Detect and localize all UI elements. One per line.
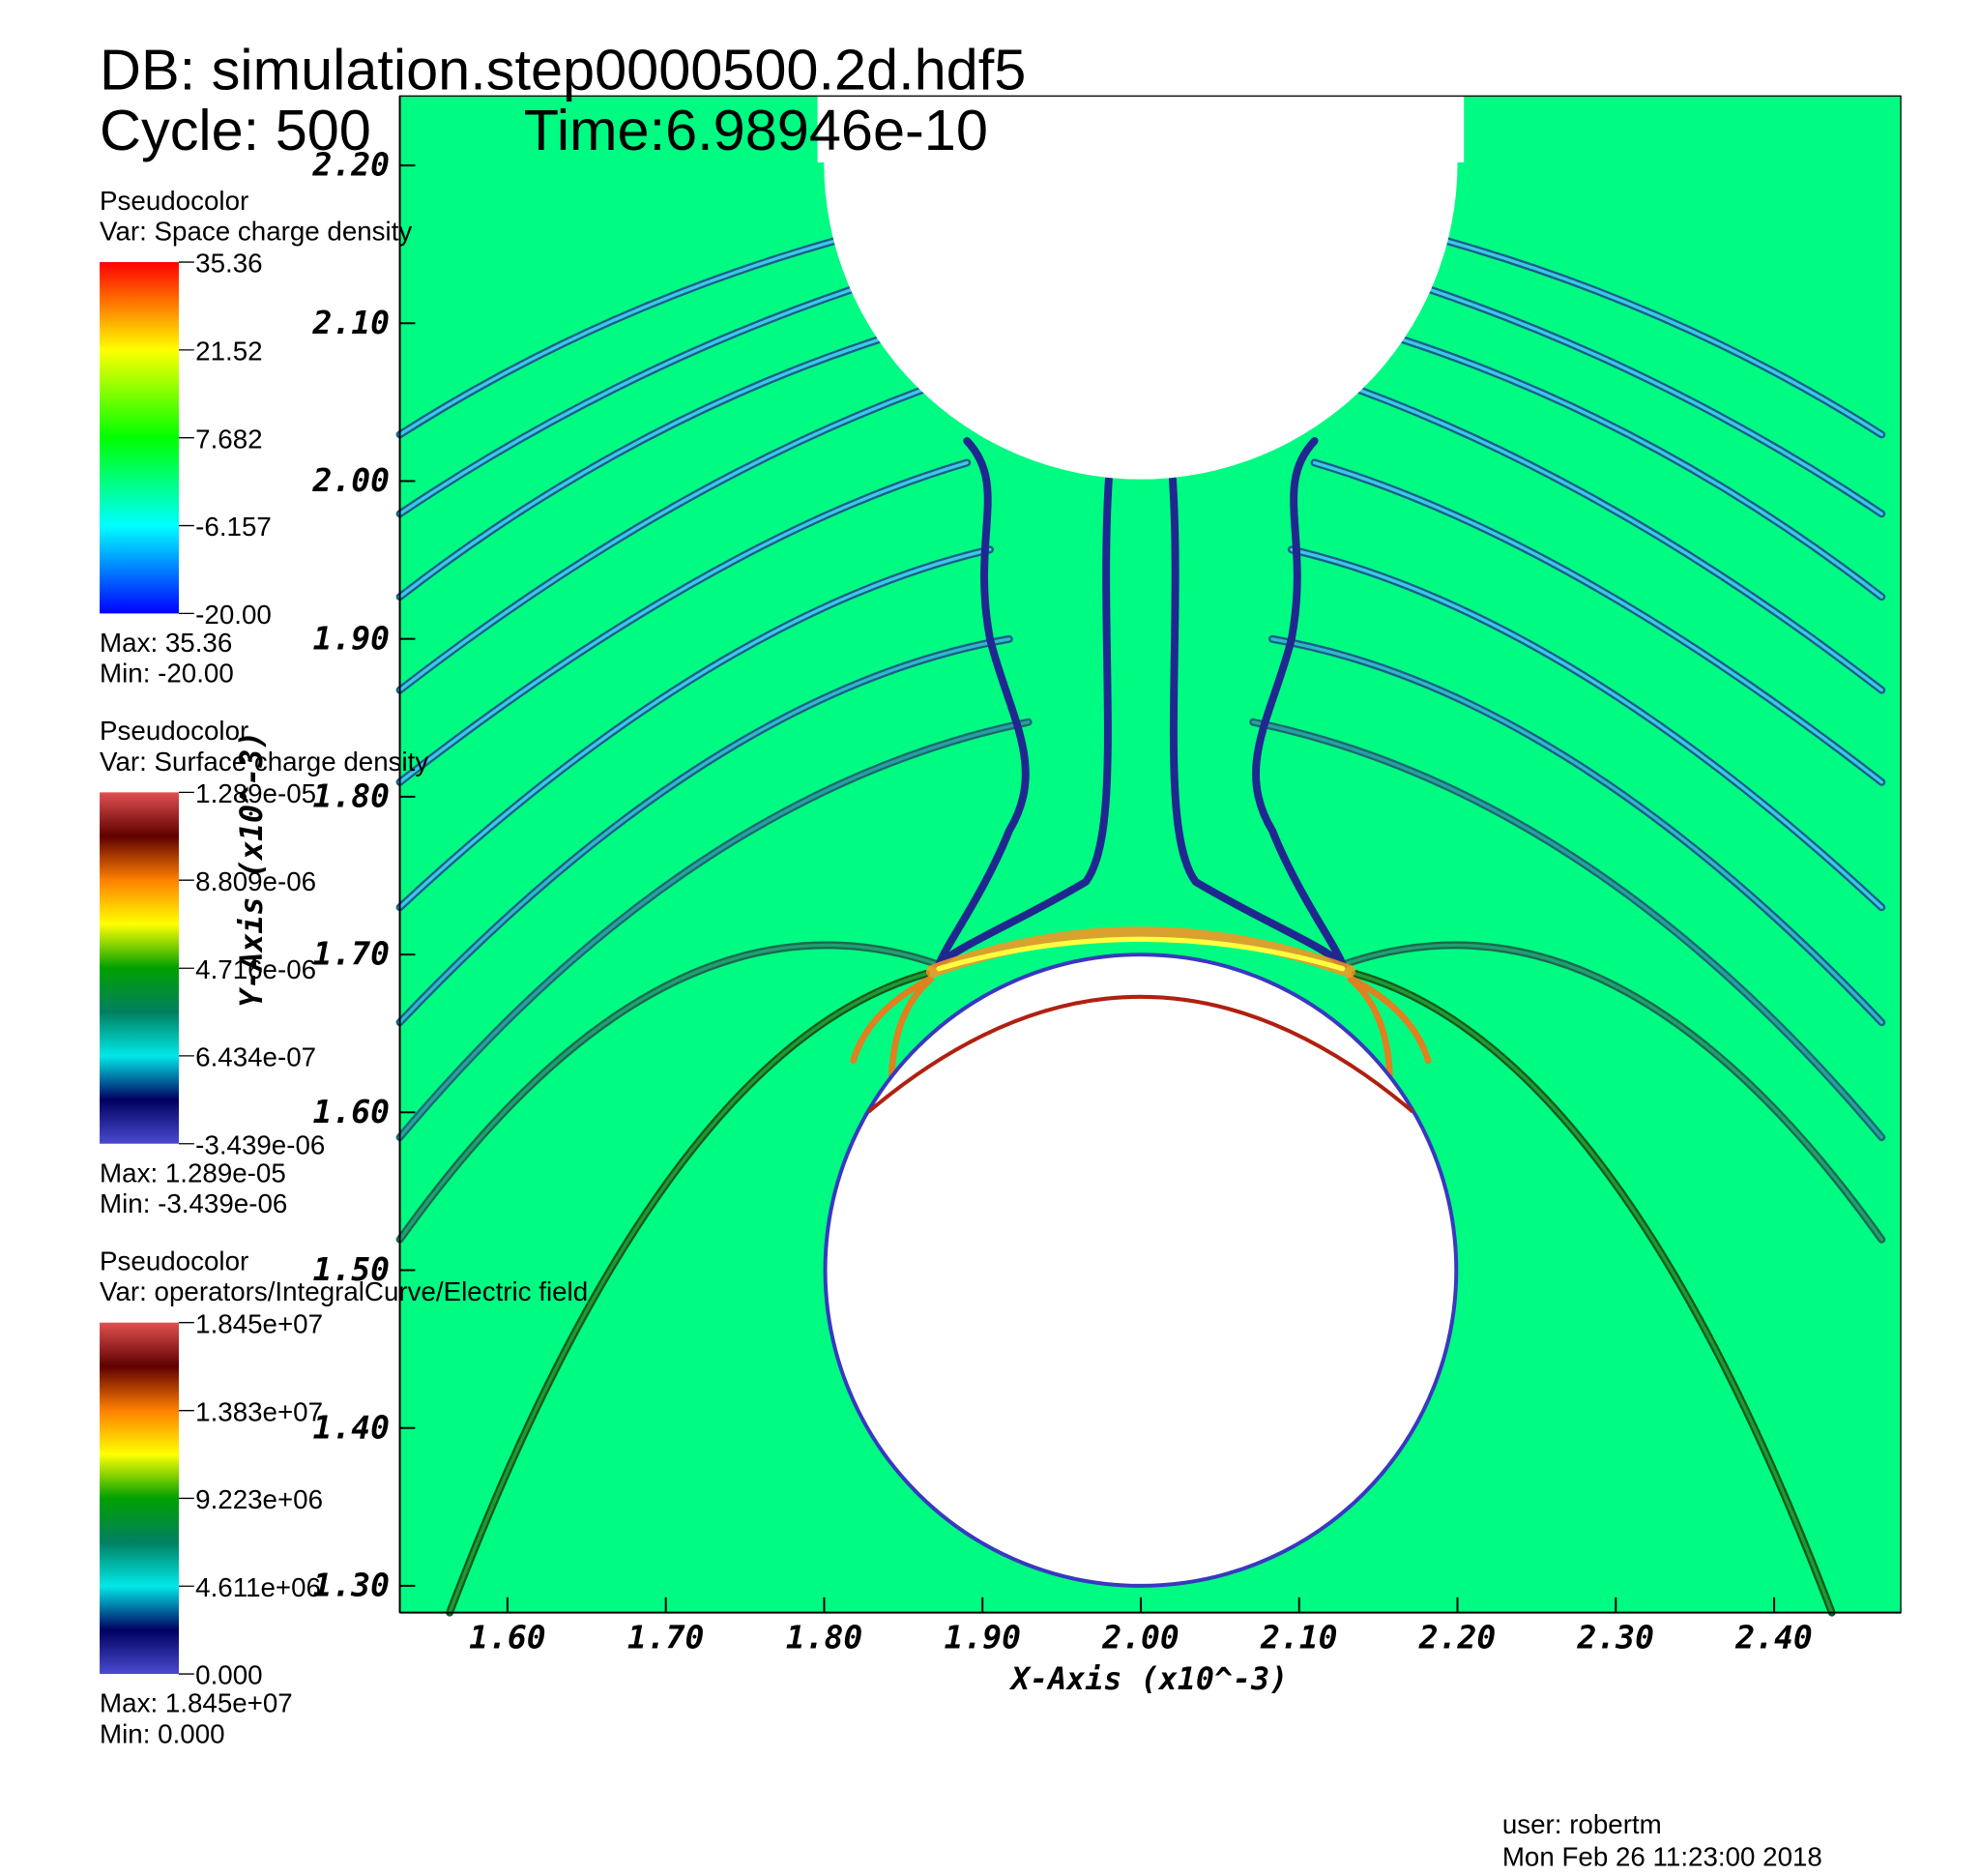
y-axis-title: Y-Axis (x10^-3): [235, 730, 270, 1007]
x-tick-label: 1.60: [469, 1619, 546, 1656]
x-tick-label: 2.30: [1577, 1619, 1655, 1656]
y-tick-label: 1.30: [312, 1566, 390, 1603]
colorbar-tick-label: 1.289e-05: [195, 778, 316, 808]
legend-min: Min: -3.439e-06: [100, 1188, 287, 1218]
lower-electrode: [823, 953, 1459, 1588]
colorbar-tick-label: 0.000: [195, 1660, 262, 1690]
db-name: DB: simulation.step0000500.2d.hdf5: [100, 38, 1026, 103]
colorbar-tick-label: 9.223e+06: [195, 1484, 323, 1514]
legend-title: Pseudocolor: [100, 1246, 248, 1276]
time: Time:6.98946e-10: [524, 98, 988, 162]
surface-charge: [867, 994, 1414, 1114]
colorbar-tick-label: 4.611e+06: [195, 1572, 321, 1602]
field-lines: [395, 236, 1882, 1617]
x-tick-label: 1.90: [944, 1619, 1021, 1656]
x-tick-label: 1.80: [786, 1619, 863, 1656]
x-tick-label: 2.20: [1418, 1619, 1497, 1656]
colorbar-tick-label: 8.809e-06: [195, 866, 316, 896]
colorbar-tick-label: 35.36: [195, 249, 262, 278]
legend-title: Pseudocolor: [100, 186, 248, 216]
y-tick-label: 1.70: [312, 935, 390, 973]
user: user: robertm: [1502, 1809, 1662, 1839]
y-tick-label: 2.00: [311, 461, 390, 499]
legend-max: Max: 35.36: [100, 628, 232, 658]
cycle: Cycle: 500: [100, 98, 371, 162]
colorbar-tick-label: -6.157: [195, 512, 272, 542]
colorbar-tick-label: 7.682: [195, 424, 262, 454]
colorbar-tick-label: 6.434e-07: [195, 1041, 316, 1071]
date: Mon Feb 26 11:23:00 2018: [1502, 1841, 1822, 1871]
y-tick-label: 1.90: [312, 619, 390, 657]
y-tick-label: 1.50: [312, 1250, 390, 1288]
colorbar-tick-label: 1.845e+07: [195, 1308, 323, 1338]
legend-variable: Var: operators/IntegralCurve/Electric fi…: [100, 1276, 588, 1306]
x-tick-label: 2.00: [1101, 1619, 1179, 1656]
y-tick-label: 1.40: [312, 1408, 390, 1446]
y-tick-label: 1.60: [312, 1093, 390, 1130]
y-tick-label: 1.80: [312, 777, 390, 814]
upper-electrode: [817, 96, 1465, 162]
legend-max: Max: 1.289e-05: [100, 1158, 286, 1187]
legend-min: Min: -20.00: [100, 659, 234, 689]
colorbar: [100, 262, 179, 614]
colorbar-tick-label: 21.52: [195, 336, 262, 366]
colorbar: [100, 792, 179, 1144]
legend-max: Max: 1.845e+07: [100, 1688, 293, 1718]
legend-variable: Var: Surface charge density: [100, 747, 428, 777]
colorbar-tick-label: -3.439e-06: [195, 1129, 325, 1159]
colorbar-tick-label: -20.00: [195, 600, 272, 630]
colorbar-tick-label: 1.383e+07: [195, 1396, 323, 1426]
x-axis-title: X-Axis (x10^-3): [1008, 1662, 1288, 1697]
x-tick-label: 2.10: [1260, 1619, 1338, 1656]
colorbar: [100, 1322, 179, 1675]
legend-variable: Var: Space charge density: [100, 217, 412, 247]
y-tick-label: 2.10: [311, 304, 390, 341]
colorbar-tick-label: 4.716e-06: [195, 954, 316, 984]
legend-title: Pseudocolor: [100, 716, 248, 746]
x-tick-label: 2.40: [1734, 1619, 1813, 1656]
y-tick-label: 2.20: [311, 146, 390, 184]
x-tick-label: 1.70: [627, 1619, 705, 1656]
legend-min: Min: 0.000: [100, 1718, 225, 1748]
